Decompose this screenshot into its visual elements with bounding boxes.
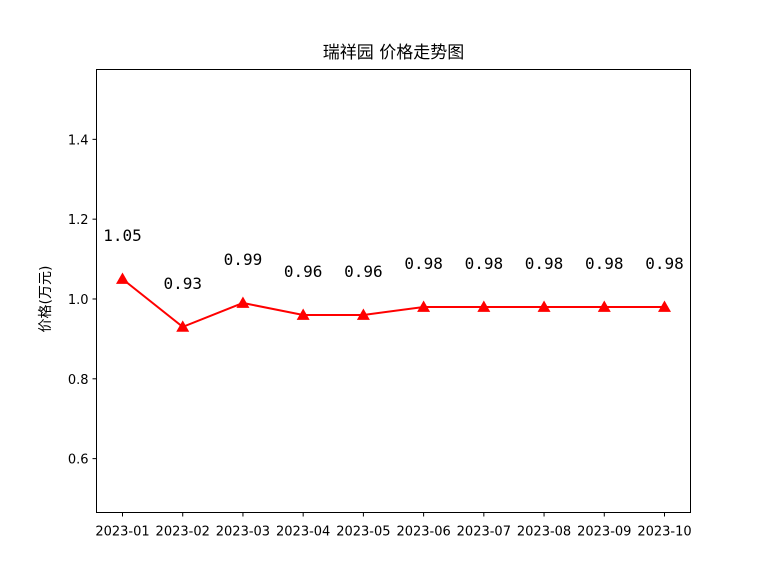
data-label: 0.98	[525, 254, 564, 273]
x-tick-label: 2023-05	[336, 525, 390, 540]
data-label: 0.96	[344, 262, 383, 281]
x-tick-label: 2023-03	[216, 525, 270, 540]
y-axis: 0.6 0.8 1.0 1.2 1.4	[68, 133, 97, 468]
data-label: 0.99	[224, 250, 263, 269]
y-axis-label: 价格(万元)	[38, 266, 54, 333]
plot-area-frame	[96, 69, 691, 513]
data-point-marker	[116, 272, 129, 284]
data-point-marker	[658, 300, 671, 312]
data-label: 0.98	[465, 254, 504, 273]
x-tick-label: 2023-01	[95, 525, 149, 540]
data-point-marker	[296, 308, 310, 320]
data-label: 0.96	[284, 262, 323, 281]
x-tick-label: 2023-10	[637, 525, 691, 540]
data-point-marker	[597, 300, 611, 312]
x-tick-label: 2023-09	[577, 525, 631, 540]
y-tick-label: 0.6	[68, 453, 89, 468]
y-tick-label: 1.0	[68, 293, 89, 308]
x-tick-label: 2023-02	[156, 525, 210, 540]
data-point-marker	[537, 300, 551, 312]
data-label: 0.98	[404, 254, 443, 273]
series-line	[121, 278, 665, 329]
data-point-marker	[477, 300, 491, 312]
x-tick-label: 2023-08	[517, 525, 571, 540]
x-tick-label: 2023-07	[457, 525, 511, 540]
chart-title: 瑞祥园 价格走势图	[323, 43, 464, 63]
data-point-marker	[176, 320, 190, 332]
data-point-marker	[236, 296, 250, 308]
data-label: 1.05	[103, 226, 142, 245]
data-point-marker	[356, 308, 370, 320]
series-markers	[116, 272, 671, 332]
y-tick-label: 1.4	[68, 133, 89, 148]
y-tick-label: 1.2	[68, 213, 89, 228]
x-tick-label: 2023-04	[276, 525, 330, 540]
data-label: 0.98	[585, 254, 624, 273]
data-point-marker	[417, 300, 431, 312]
x-axis: 2023-01 2023-02 2023-03 2023-04 2023-05 2023-…	[95, 512, 692, 540]
data-labels: 1.05 0.93 0.99 0.96 0.96 0.98 0.98 0.98 0.98 0.98	[103, 226, 684, 293]
x-tick-label: 2023-06	[396, 525, 450, 540]
data-label: 0.98	[645, 254, 684, 273]
data-label: 0.93	[163, 274, 202, 293]
y-tick-label: 0.8	[68, 373, 89, 388]
